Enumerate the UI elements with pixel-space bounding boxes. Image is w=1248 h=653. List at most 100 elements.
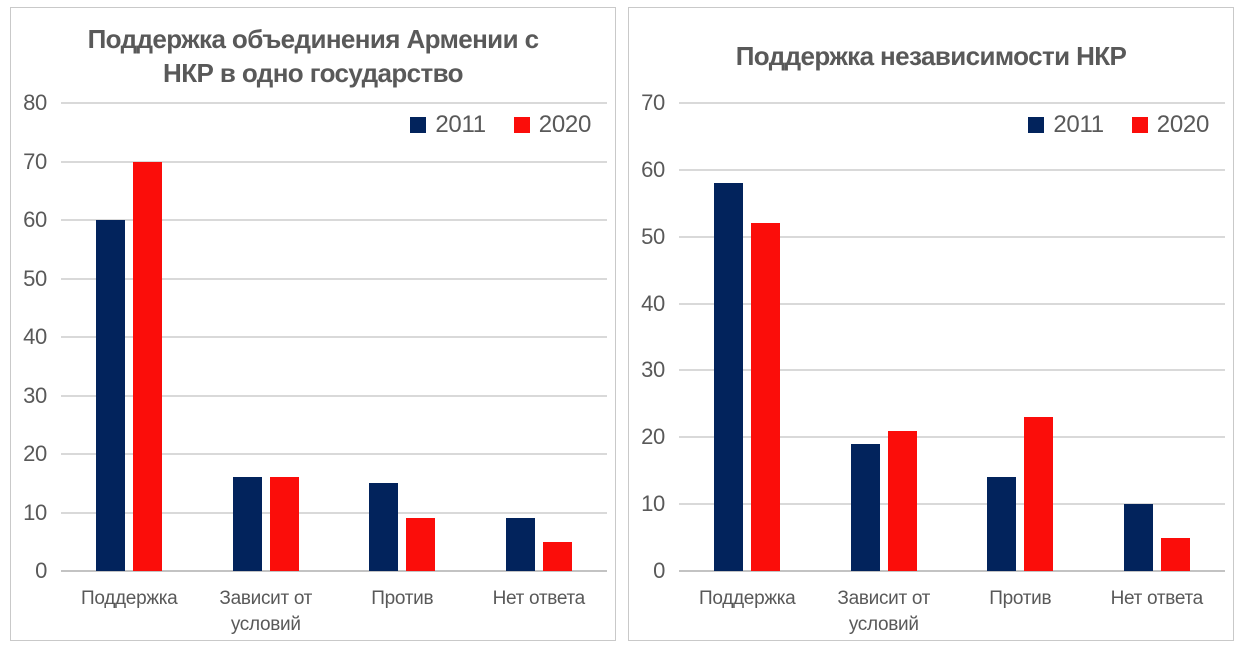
bars [61, 103, 607, 571]
legend-label: 2020 [538, 111, 592, 138]
x-category-label: Зависит от условий [198, 586, 335, 638]
x-category-label: Поддержка [679, 586, 816, 638]
bar-2020 [1024, 417, 1054, 571]
gridline [61, 336, 607, 338]
y-tick-label: 40 [641, 290, 665, 316]
y-tick-label: 10 [23, 499, 47, 525]
bar-2020 [1160, 537, 1190, 571]
gridline [61, 102, 607, 104]
bar-2020 [269, 477, 299, 571]
x-category-label-line: условий [230, 614, 301, 635]
bar-2020 [887, 430, 917, 571]
gridline [61, 453, 607, 455]
y-tick-label: 20 [641, 424, 665, 450]
x-category-label-line: Нет ответа [1110, 588, 1204, 609]
x-category-label: Против [334, 586, 471, 638]
legend-label: 2020 [1156, 111, 1210, 138]
y-tick-label: 80 [23, 90, 47, 115]
y-tick-label: 10 [641, 491, 665, 517]
gridline [61, 160, 607, 163]
bar-2011 [987, 477, 1017, 571]
y-tick-label: 20 [23, 441, 47, 466]
plot-area: 2011 2020 [679, 102, 1225, 572]
x-category-label: Против [952, 586, 1089, 638]
legend-swatch [1131, 117, 1148, 133]
x-category-label-line: Зависит от [837, 588, 931, 609]
y-tick-label: 50 [641, 223, 665, 249]
gridline [679, 369, 1225, 372]
bar-group [1089, 103, 1226, 571]
chart-title-line: Поддержка независимости НКР [735, 41, 1127, 71]
gridline [61, 511, 607, 514]
bar-2020 [542, 541, 572, 571]
bar-2011 [96, 220, 126, 571]
chart-panel-independence: Поддержка независимости НКР 0 10 20 30 40 50 6… [628, 7, 1234, 641]
x-category-label: Зависит от условий [816, 586, 953, 638]
gridlines [679, 102, 1225, 572]
gridline [61, 277, 607, 280]
gridline [679, 436, 1225, 439]
x-category-label: Нет ответа [471, 586, 608, 638]
y-tick-label: 40 [23, 324, 47, 349]
gridline [61, 570, 607, 572]
y-tick-label: 0 [653, 558, 665, 583]
gridline [679, 102, 1225, 104]
y-tick-label: 70 [23, 148, 47, 174]
bars [679, 103, 1225, 571]
y-axis: 0 10 20 30 40 50 60 70 [629, 90, 675, 583]
bar-2011 [232, 477, 262, 571]
x-category-label: Нет ответа [1089, 586, 1226, 638]
legend-swatch [1028, 117, 1045, 133]
y-axis: 0 10 20 30 40 50 60 70 80 [11, 90, 57, 583]
bar-group [471, 103, 608, 571]
x-category-label-line: Нет ответа [492, 588, 586, 609]
gridline [679, 570, 1225, 572]
gridline [61, 219, 607, 221]
bar-2020 [751, 223, 781, 571]
bar-2011 [369, 483, 399, 571]
bar-2020 [133, 161, 163, 571]
x-category-label-line: Поддержка [81, 588, 178, 609]
gridlines [61, 102, 607, 572]
legend-swatch [513, 117, 530, 133]
bar-2020 [406, 518, 436, 571]
bar-2011 [505, 518, 535, 571]
x-category-label-line: условий [848, 614, 919, 635]
legend: 2011 2020 [410, 111, 591, 139]
y-tick-label: 70 [641, 90, 665, 115]
x-category-label: Поддержка [61, 586, 198, 638]
chart-title: Поддержка объединения Армении с НКР в одн… [21, 20, 605, 92]
legend-item: 2011 [1028, 111, 1104, 139]
bar-group [198, 103, 335, 571]
bar-group [61, 103, 198, 571]
gridline [679, 302, 1225, 305]
chart-title: Поддержка независимости НКР [639, 20, 1223, 92]
x-category-label-line: Зависит от [219, 588, 313, 609]
plot-area: 2011 2020 [61, 102, 607, 572]
gridline [679, 168, 1225, 171]
chart-panel-unification: Поддержка объединения Армении с НКР в одн… [10, 7, 616, 641]
chart-title-line: Поддержка объединения Армении с [87, 24, 539, 54]
x-axis-labels: Поддержка Зависит от условий Против Нет отве… [679, 586, 1225, 638]
bar-group [679, 103, 816, 571]
bar-group [334, 103, 471, 571]
legend-swatch [410, 117, 427, 133]
x-category-label-line: Против [371, 588, 434, 609]
y-tick-label: 50 [23, 265, 47, 291]
y-tick-label: 60 [23, 207, 47, 232]
x-axis-labels: Поддержка Зависит от условий Против Нет отве… [61, 586, 607, 638]
legend-item: 2020 [513, 111, 592, 139]
gridline [679, 503, 1225, 506]
legend-item: 2011 [410, 111, 486, 139]
y-tick-label: 60 [641, 156, 665, 182]
x-category-label-line: Поддержка [699, 588, 796, 609]
gridline [679, 235, 1225, 238]
bar-group [952, 103, 1089, 571]
bar-2011 [714, 183, 744, 571]
legend-item: 2020 [1131, 111, 1210, 139]
bar-group [816, 103, 953, 571]
legend-label: 2011 [435, 111, 486, 138]
legend: 2011 2020 [1028, 111, 1209, 139]
bar-2011 [850, 443, 880, 571]
